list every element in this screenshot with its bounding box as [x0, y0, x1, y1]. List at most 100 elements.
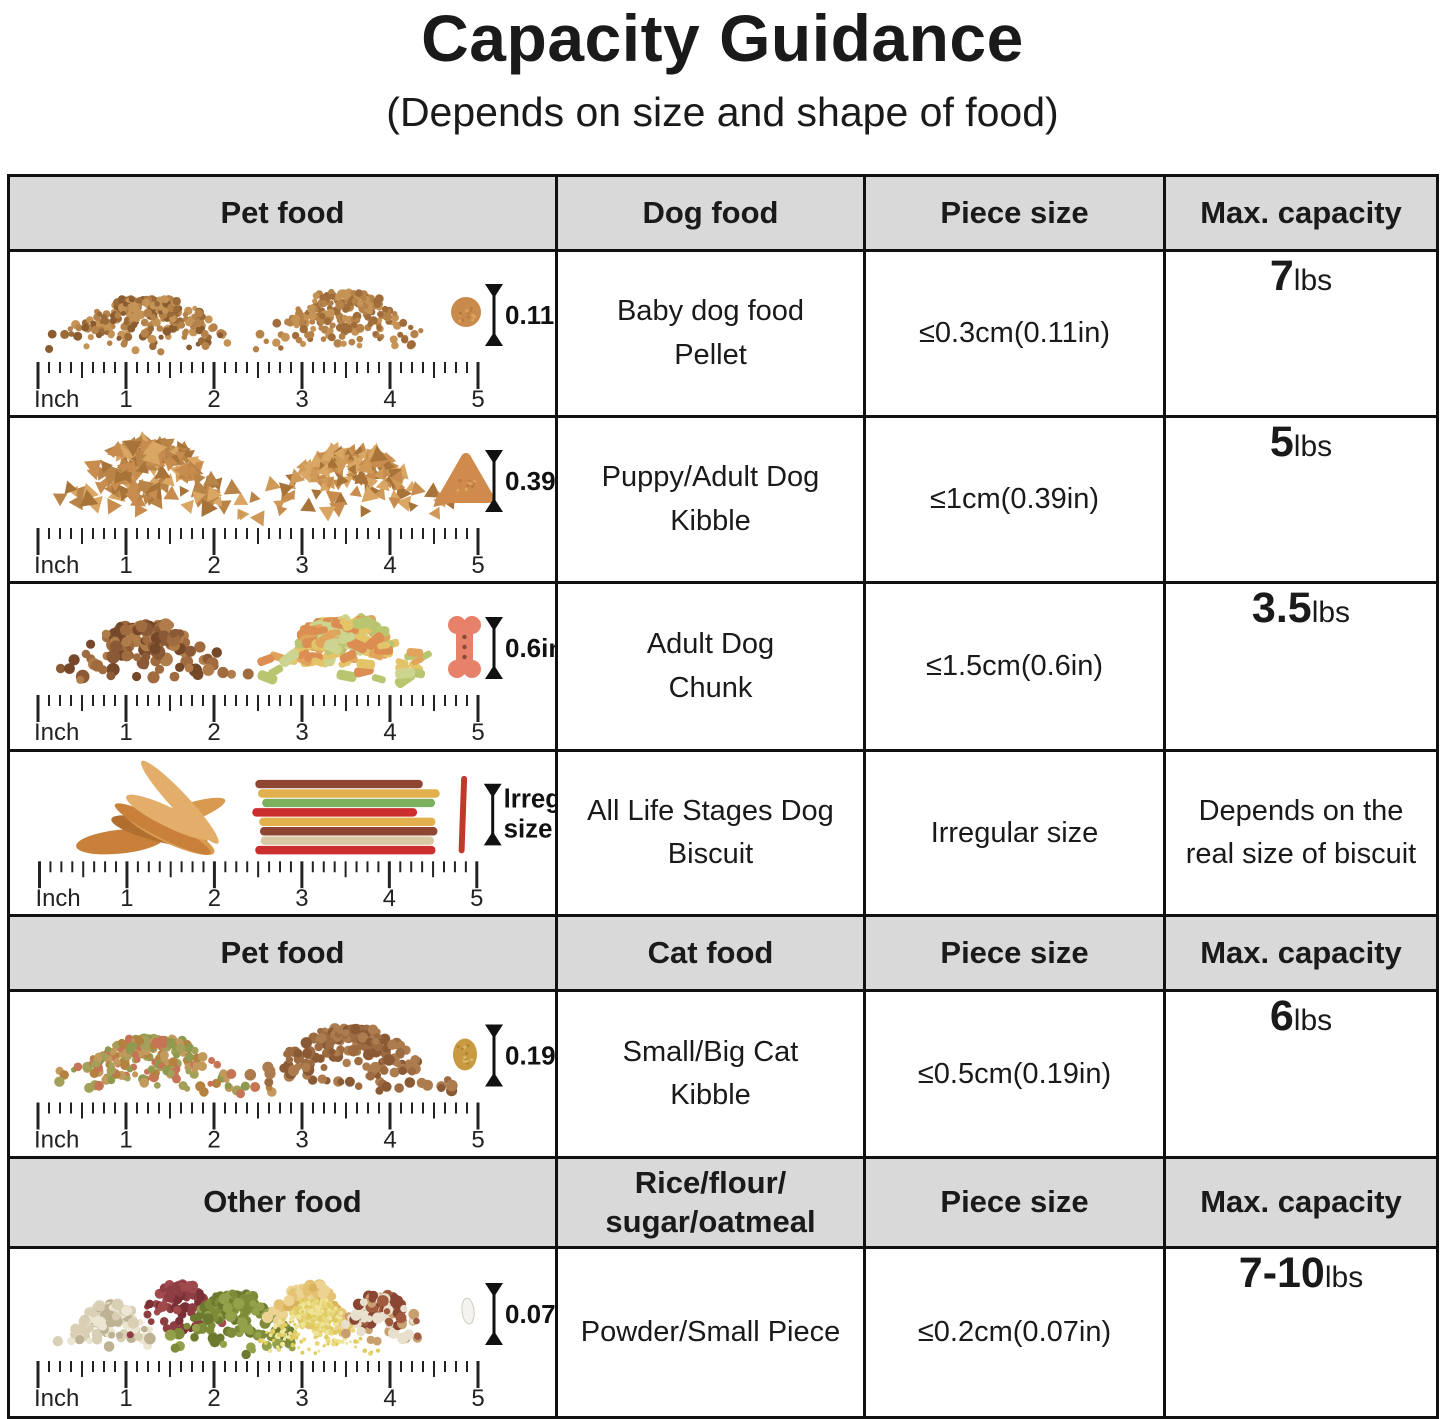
svg-text:5: 5	[471, 552, 484, 579]
svg-text:5: 5	[470, 885, 483, 912]
svg-text:2: 2	[207, 719, 220, 746]
svg-text:2: 2	[207, 1385, 220, 1412]
food-name: Baby dog food Pellet	[558, 252, 863, 415]
piece-size-value: ≤1.5cm(0.6in)	[866, 584, 1163, 749]
food-image-cell: 0.07in Inch 1 2 3 4 5	[10, 1249, 555, 1416]
svg-text:1: 1	[119, 552, 132, 579]
svg-text:1: 1	[120, 885, 133, 912]
capacity-value: Depends on the real size of biscuit	[1166, 752, 1436, 914]
food-name-line: Kibble	[670, 1079, 751, 1111]
svg-text:4: 4	[383, 386, 396, 413]
svg-text:0.11in: 0.11in	[505, 300, 555, 330]
food-name: Puppy/Adult Dog Kibble	[558, 418, 863, 581]
capacity-value: 7-10 lbs	[1166, 1249, 1436, 1416]
svg-text:5: 5	[471, 719, 484, 746]
svg-text:0.39in: 0.39in	[505, 466, 555, 496]
header-pet-food: Pet food	[10, 177, 555, 249]
svg-text:4: 4	[383, 1127, 396, 1154]
piece-size-value: ≤0.3cm(0.11in)	[866, 252, 1163, 415]
page-subtitle: (Depends on size and shape of food)	[386, 89, 1059, 136]
baby-dog-pellet-photo: 0.11in Inch 1 2 3 4 5	[34, 284, 555, 413]
svg-text:3: 3	[295, 1127, 308, 1154]
grains-photo: 0.07in Inch 1 2 3 4 5	[34, 1279, 555, 1412]
food-image-cell: 0.11in Inch 1 2 3 4 5	[10, 252, 555, 415]
food-image-cell: 0.19in Inch 1 2 3 4 5	[10, 992, 555, 1156]
food-name-line: Puppy/Adult Dog	[601, 461, 820, 493]
header-max-capacity: Max. capacity	[1166, 1159, 1436, 1246]
food-name: Adult Dog Chunk	[558, 584, 863, 749]
svg-text:3: 3	[295, 1385, 308, 1412]
piece-size-value: ≤0.5cm(0.19in)	[866, 992, 1163, 1156]
header-cat-food: Cat food	[558, 917, 863, 989]
svg-text:Inch: Inch	[34, 1385, 79, 1412]
svg-text:5: 5	[471, 386, 484, 413]
food-name-line: Kibble	[670, 504, 751, 537]
header-piece-size: Piece size	[866, 177, 1163, 249]
capacity-line: real size of biscuit	[1185, 838, 1417, 870]
svg-text:lrregularsize: lrregularsize	[504, 786, 555, 844]
svg-text:4: 4	[383, 552, 396, 579]
svg-text:Inch: Inch	[36, 885, 81, 912]
dog-biscuit-photo: lrregularsize Inch 1 2 3 4 5	[36, 760, 555, 912]
svg-text:Inch: Inch	[34, 552, 79, 579]
svg-text:2: 2	[207, 1127, 220, 1154]
capacity-value: 7 lbs	[1166, 252, 1436, 415]
svg-text:3: 3	[295, 719, 308, 746]
svg-text:4: 4	[383, 885, 396, 912]
food-image-cell: 0.39in Inch 1 2 3 4 5	[10, 418, 555, 581]
piece-size-value: ≤1cm(0.39in)	[866, 418, 1163, 581]
svg-text:2: 2	[208, 885, 221, 912]
food-name-line: Chunk	[668, 671, 753, 704]
header-line: sugar/oatmeal	[605, 1203, 816, 1239]
svg-text:0.07in: 0.07in	[505, 1299, 555, 1329]
header-max-capacity: Max. capacity	[1166, 917, 1436, 989]
svg-text:3: 3	[295, 552, 308, 579]
svg-text:2: 2	[207, 386, 220, 413]
food-name-line: Biscuit	[667, 838, 754, 870]
header-pet-food: Pet food	[10, 917, 555, 989]
header-max-capacity: Max. capacity	[1166, 177, 1436, 249]
food-name-line: Small/Big Cat	[622, 1035, 799, 1068]
header-piece-size: Piece size	[866, 1159, 1163, 1246]
svg-text:Inch: Inch	[34, 719, 79, 746]
svg-text:3: 3	[295, 885, 308, 912]
svg-text:4: 4	[383, 719, 396, 746]
svg-text:2: 2	[207, 552, 220, 579]
capacity-table: Pet food Dog food Piece size Max. capaci…	[7, 174, 1439, 1419]
header-other-food: Other food	[10, 1159, 555, 1246]
capacity-value: 5 lbs	[1166, 418, 1436, 581]
svg-text:0.19in: 0.19in	[505, 1041, 555, 1071]
food-name: Powder/Small Piece	[558, 1249, 863, 1416]
capacity-line: Depends on the	[1198, 794, 1404, 827]
capacity-value: 6 lbs	[1166, 992, 1436, 1156]
food-name: All Life Stages Dog Biscuit	[558, 752, 863, 914]
food-name-line: Powder/Small Piece	[580, 1315, 841, 1348]
svg-text:3: 3	[295, 386, 308, 413]
svg-text:Inch: Inch	[34, 1127, 79, 1154]
cat-kibble-photo: 0.19in Inch 1 2 3 4 5	[34, 1023, 555, 1154]
food-name-line: All Life Stages Dog	[587, 794, 834, 827]
svg-text:1: 1	[119, 386, 132, 413]
piece-size-value: ≤0.2cm(0.07in)	[866, 1249, 1163, 1416]
piece-size-value: Irregular size	[866, 752, 1163, 914]
food-name: Small/Big Cat Kibble	[558, 992, 863, 1156]
capacity-value: 3.5 lbs	[1166, 584, 1436, 749]
puppy-kibble-photo: 0.39in Inch 1 2 3 4 5	[34, 431, 555, 579]
header-piece-size: Piece size	[866, 917, 1163, 989]
svg-text:1: 1	[119, 1127, 132, 1154]
svg-text:1: 1	[119, 719, 132, 746]
svg-text:5: 5	[471, 1385, 484, 1412]
svg-text:5: 5	[471, 1127, 484, 1154]
svg-text:Inch: Inch	[34, 386, 79, 413]
header-rice-flour: Rice/flour/ sugar/oatmeal	[558, 1159, 863, 1246]
header-line: Rice/flour/	[634, 1164, 787, 1200]
svg-text:0.6in: 0.6in	[505, 633, 555, 663]
adult-dog-chunk-photo: 0.6in Inch 1 2 3 4 5	[34, 613, 555, 746]
food-name-line: Pellet	[674, 338, 747, 371]
food-image-cell: 0.6in Inch 1 2 3 4 5	[10, 584, 555, 749]
header-dog-food: Dog food	[558, 177, 863, 249]
page-title: Capacity Guidance	[421, 1, 1024, 75]
food-name-line: Adult Dog	[646, 628, 775, 660]
food-image-cell: lrregularsize Inch 1 2 3 4 5	[10, 752, 555, 914]
food-name-line: Baby dog food	[616, 295, 805, 327]
